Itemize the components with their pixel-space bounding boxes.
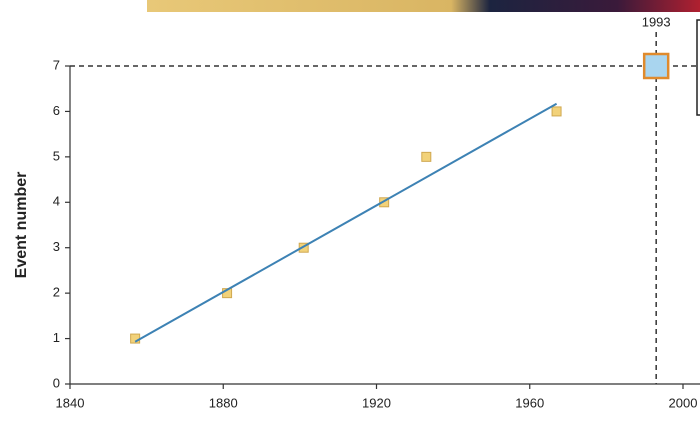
x-tick-label: 1920 <box>362 395 391 410</box>
y-tick-label: 6 <box>53 103 60 118</box>
data-point <box>421 151 432 162</box>
data-point <box>551 106 562 117</box>
y-axis-label: Event number <box>13 172 30 279</box>
y-tick-label: 2 <box>53 285 60 300</box>
highlight-label: 1993 <box>642 14 671 29</box>
y-tick-label: 3 <box>53 239 60 254</box>
data-point <box>298 242 309 253</box>
data-point <box>379 197 390 208</box>
x-tick-label: 1840 <box>56 395 85 410</box>
side-panel-edge <box>696 19 700 116</box>
y-tick-label: 1 <box>53 330 60 345</box>
highlight-point <box>642 52 670 80</box>
y-tick-label: 0 <box>53 375 60 390</box>
y-tick-label: 5 <box>53 148 60 163</box>
x-tick-label: 1960 <box>515 395 544 410</box>
x-tick-label: 2000 <box>669 395 698 410</box>
y-tick-label: 7 <box>53 57 60 72</box>
x-tick-label: 1880 <box>209 395 238 410</box>
y-tick-label: 4 <box>53 194 60 209</box>
banner-image <box>147 0 700 12</box>
fit-line <box>134 102 558 343</box>
